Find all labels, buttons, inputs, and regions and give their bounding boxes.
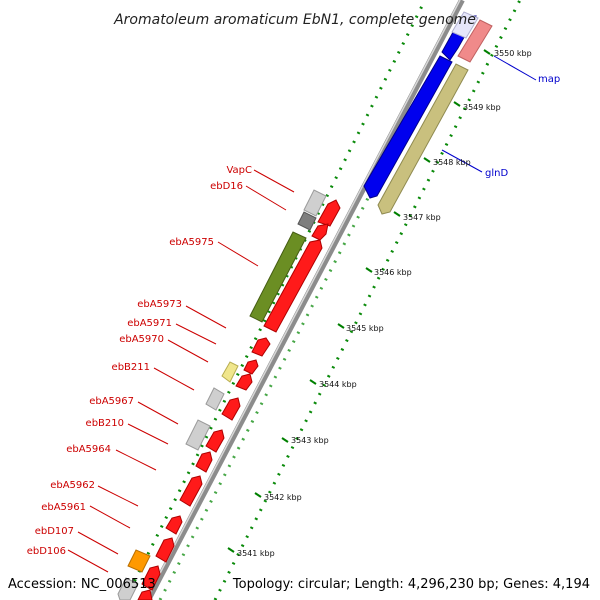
kbp-tick-label: 3542 kbp: [264, 493, 302, 502]
kbp-tick-label: 3545 kbp: [346, 324, 384, 333]
dotted-guide-outer-right: [213, 0, 522, 600]
leader-line: [253, 169, 295, 193]
kbp-tick-marks: [227, 49, 491, 553]
leader-line: [217, 241, 259, 267]
kbp-tick-label: 3550 kbp: [494, 49, 532, 58]
leader-line: [153, 367, 195, 391]
kbp-tick-label: 3544 kbp: [319, 380, 357, 389]
gene-label: ebA5962: [50, 480, 95, 491]
gene-arrow: [195, 451, 213, 473]
page-title: Aromatoleum aromaticum EbN1, complete ge…: [113, 12, 476, 28]
tick-mark: [423, 157, 431, 163]
gene-arrow: [179, 475, 203, 507]
tick-mark: [337, 323, 345, 329]
backbone-highlight: [145, 0, 461, 600]
tick-mark: [309, 379, 317, 385]
cds-olive: [377, 63, 469, 215]
leader-line: [137, 401, 179, 425]
cds-darkgray-ebd16: [297, 211, 317, 231]
gene-arrow: [263, 239, 323, 333]
gene-label: ebD106: [27, 546, 66, 557]
genome-summary: Topology: circular; Length: 4,296,230 bp…: [232, 577, 590, 592]
gene-arrow: [205, 429, 225, 453]
cds-orange-ebd106: [127, 549, 151, 573]
gene-label: ebA5970: [119, 334, 164, 345]
gene-label: map: [538, 74, 560, 85]
gene-arrow: [311, 223, 329, 241]
gene-label: ebA5973: [137, 299, 182, 310]
backbone: [145, 0, 465, 600]
left-leader-lines: [67, 169, 295, 573]
kbp-tick-label: 3548 kbp: [433, 158, 471, 167]
tick-mark: [281, 437, 289, 443]
leader-line: [67, 549, 109, 573]
right-leader-lines: [441, 55, 537, 173]
cds-gray-eba5967: [205, 387, 225, 411]
gene-arrow: [251, 337, 271, 357]
left-gene-labels: VapC ebD16 ebA5975 ebA5973 ebA5971 ebA59…: [27, 165, 252, 557]
gene-arrow: [165, 515, 183, 535]
tick-mark: [227, 547, 235, 553]
cds-lavender: [451, 11, 479, 39]
leader-line: [493, 55, 537, 81]
gene-label: ebD16: [210, 181, 243, 192]
gene-label: ebA5961: [41, 502, 86, 513]
dotted-guide-inner: [158, 29, 457, 600]
cds-pink: [457, 19, 493, 63]
tick-mark: [365, 267, 373, 273]
kbp-tick-label: 3546 kbp: [374, 268, 412, 277]
gene-arrow: [155, 537, 175, 563]
gene-label: ebB210: [86, 418, 124, 429]
leader-line: [167, 339, 209, 363]
cds-gray-vapc: [303, 189, 327, 217]
gene-arrow: [137, 589, 153, 600]
gene-label: ebD107: [35, 526, 74, 537]
cds-gray-bottom: [117, 577, 139, 600]
leader-line: [441, 149, 483, 173]
gene-label: ebA5967: [89, 396, 134, 407]
tick-mark: [254, 492, 262, 498]
tick-mark: [453, 101, 461, 107]
cds-gray-ebb210: [185, 419, 211, 451]
right-gene-labels: map glnD: [485, 74, 560, 179]
kbp-tick-label: 3547 kbp: [403, 213, 441, 222]
kbp-tick-labels: 3541 kbp 3542 kbp 3543 kbp 3544 kbp 3545…: [237, 49, 532, 558]
gene-arrow: [221, 397, 241, 421]
tick-mark: [483, 49, 491, 55]
gene-label: ebA5964: [66, 444, 111, 455]
gene-label: glnD: [485, 168, 508, 179]
gene-label: ebA5975: [169, 237, 214, 248]
leader-line: [127, 423, 169, 445]
kbp-tick-label: 3549 kbp: [463, 103, 501, 112]
leader-line: [97, 485, 139, 507]
leader-line: [185, 305, 227, 329]
forward-genes: [137, 199, 341, 600]
accession-label: Accession: NC_006513: [8, 577, 156, 592]
gene-label: ebB211: [112, 362, 150, 373]
leader-line: [89, 505, 131, 529]
leader-line: [175, 323, 217, 345]
gene-arrow: [243, 359, 259, 375]
gene-arrow: [235, 373, 253, 391]
tick-mark: [393, 211, 401, 217]
gene-label: VapC: [226, 165, 252, 176]
leader-line: [245, 185, 287, 211]
gene-label: ebA5971: [127, 318, 172, 329]
cds-yellow-ebb211: [221, 361, 239, 383]
kbp-tick-label: 3541 kbp: [237, 549, 275, 558]
leader-line: [77, 531, 119, 555]
cds-green-eba5975: [249, 231, 307, 323]
cds-blue-main: [363, 55, 453, 199]
leader-line: [115, 449, 157, 471]
gene-arrow: [141, 565, 161, 591]
kbp-tick-label: 3543 kbp: [291, 436, 329, 445]
